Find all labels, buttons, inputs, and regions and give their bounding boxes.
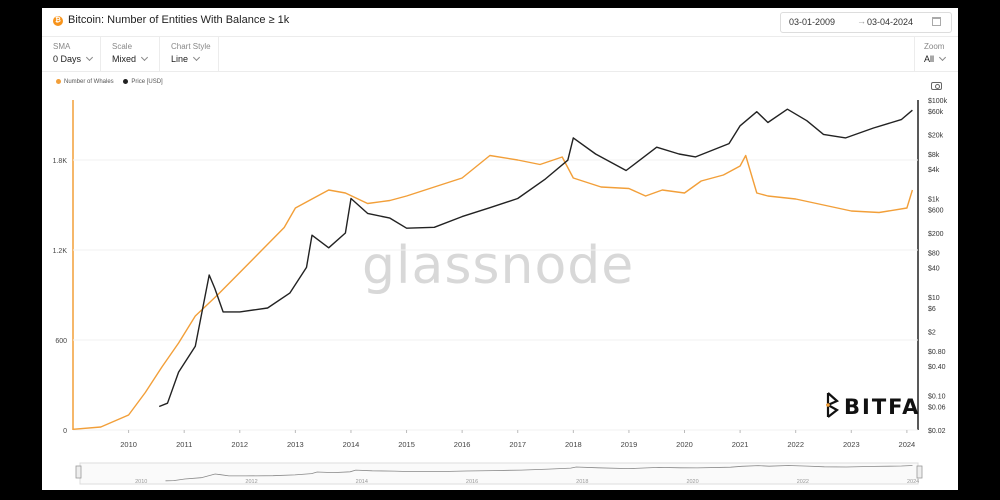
x-tick-label: 2022 — [787, 440, 804, 449]
brand-logo: BITFA — [826, 386, 920, 419]
series-line-whales — [72, 154, 914, 430]
x-tick-label: 2010 — [120, 440, 137, 449]
y-right-tick-label: $0.40 — [928, 364, 946, 371]
date-to[interactable]: 03-04-2024 — [867, 17, 914, 27]
navigator-tick-label: 2018 — [576, 479, 588, 485]
y-right-tick-label: $600 — [928, 207, 944, 214]
watermark: glassnode — [362, 236, 635, 296]
x-tick-label: 2012 — [231, 440, 248, 449]
chart-style-select[interactable]: Chart Style Line — [160, 37, 219, 71]
y-right-tick-label: $100k — [928, 98, 948, 105]
sma-label: SMA — [53, 42, 71, 51]
navigator-tick-label: 2020 — [686, 479, 698, 485]
control-bar: SMA 0 Days Scale Mixed Chart Style Line … — [42, 37, 958, 72]
x-tick-label: 2016 — [454, 440, 471, 449]
arrow-right-icon: → — [857, 16, 866, 26]
y-right-tick-label: $0.02 — [928, 428, 946, 435]
y-right-tick-label: $0.80 — [928, 349, 946, 356]
navigator-tick-label: 2012 — [245, 479, 257, 485]
y-right-tick-label: $10 — [928, 295, 940, 302]
legend-item-price[interactable]: Price [USD] — [123, 79, 163, 86]
x-tick-label: 2024 — [899, 440, 916, 449]
chart-title: Bitcoin: Number of Entities With Balance… — [68, 14, 290, 26]
y-right-tick-label: $20k — [928, 132, 944, 139]
navigator — [79, 462, 919, 485]
x-tick-label: 2020 — [676, 440, 693, 449]
x-tick-label: 2015 — [398, 440, 415, 449]
bitcoin-icon: ₿ — [53, 16, 63, 26]
zoom-label: Zoom — [924, 42, 945, 51]
navigator-series-line — [165, 465, 913, 482]
date-from[interactable]: 03-01-2009 — [789, 17, 836, 27]
camera-icon[interactable] — [931, 82, 942, 90]
scale-label: Scale — [112, 42, 133, 51]
y-left-tick-label: 1.8K — [53, 158, 68, 165]
y-right-tick-label: $0.10 — [928, 394, 946, 401]
navigator-tick-label: 2016 — [466, 479, 478, 485]
chart-style-value: Line — [171, 54, 189, 64]
zoom-select[interactable]: Zoom All — [914, 37, 958, 71]
y-right-tick-label: $60k — [928, 109, 944, 116]
date-range-picker[interactable]: 03-01-2009 → 03-04-2024 — [780, 12, 952, 33]
navigator-handle-right — [916, 465, 923, 479]
x-tick-label: 2013 — [287, 440, 304, 449]
brand-text: BITFA — [844, 395, 921, 419]
y-right-tick-label: $200 — [928, 231, 944, 238]
y-right-tick-label: $4k — [928, 167, 940, 174]
series-line-price — [158, 108, 913, 408]
y-right-tick-label: $6 — [928, 306, 936, 313]
chart-header: ₿ Bitcoin: Number of Entities With Balan… — [42, 8, 958, 37]
legend: Number of Whales Price [USD] — [56, 79, 171, 85]
y-right-tick-label: $8k — [928, 152, 940, 159]
y-left-tick-label: 0 — [63, 428, 67, 435]
navigator-tick-label: 2024 — [907, 479, 919, 485]
chart-panel: ₿ Bitcoin: Number of Entities With Balan… — [42, 8, 958, 490]
y-left-tick-label: 1.2K — [53, 248, 68, 255]
x-tick-label: 2021 — [732, 440, 749, 449]
chart-style-label: Chart Style — [171, 42, 211, 51]
x-tick-label: 2023 — [843, 440, 860, 449]
y-right-tick-label: $40 — [928, 265, 940, 272]
legend-item-whales[interactable]: Number of Whales — [56, 79, 114, 85]
y-right-tick-label: $80 — [928, 251, 940, 258]
scale-select[interactable]: Scale Mixed — [101, 37, 160, 71]
navigator-tick-label: 2010 — [135, 479, 147, 485]
y-right-tick-label: $1k — [928, 197, 940, 204]
x-tick-label: 2014 — [343, 440, 360, 449]
x-tick-label: 2011 — [176, 440, 192, 449]
legend-label-whales: Number of Whales — [64, 79, 114, 86]
navigator-handle-left — [75, 465, 82, 479]
x-tick-label: 2017 — [509, 440, 526, 449]
x-tick-label: 2018 — [565, 440, 582, 449]
legend-label-price: Price [USD] — [131, 79, 163, 86]
y-left-tick-label: 600 — [55, 338, 67, 345]
navigator-tick-label: 2022 — [797, 479, 809, 485]
zoom-value: All — [924, 54, 935, 64]
scale-value: Mixed — [112, 54, 137, 64]
x-tick-label: 2019 — [621, 440, 638, 449]
sma-select[interactable]: SMA 0 Days — [42, 37, 101, 71]
chart-svg: 0 600 1.2K 1.8K $0.02 $0.06 $0.10 $0.40 $0.80 $2 $… — [53, 98, 948, 485]
y-right-tick-label: $2 — [928, 329, 936, 336]
y-right-tick-label: $0.06 — [928, 404, 946, 411]
navigator-tick-label: 2014 — [356, 479, 368, 485]
sma-value: 0 Days — [53, 54, 82, 64]
calendar-icon[interactable] — [932, 17, 941, 26]
bitfa-logo-icon — [826, 392, 840, 418]
